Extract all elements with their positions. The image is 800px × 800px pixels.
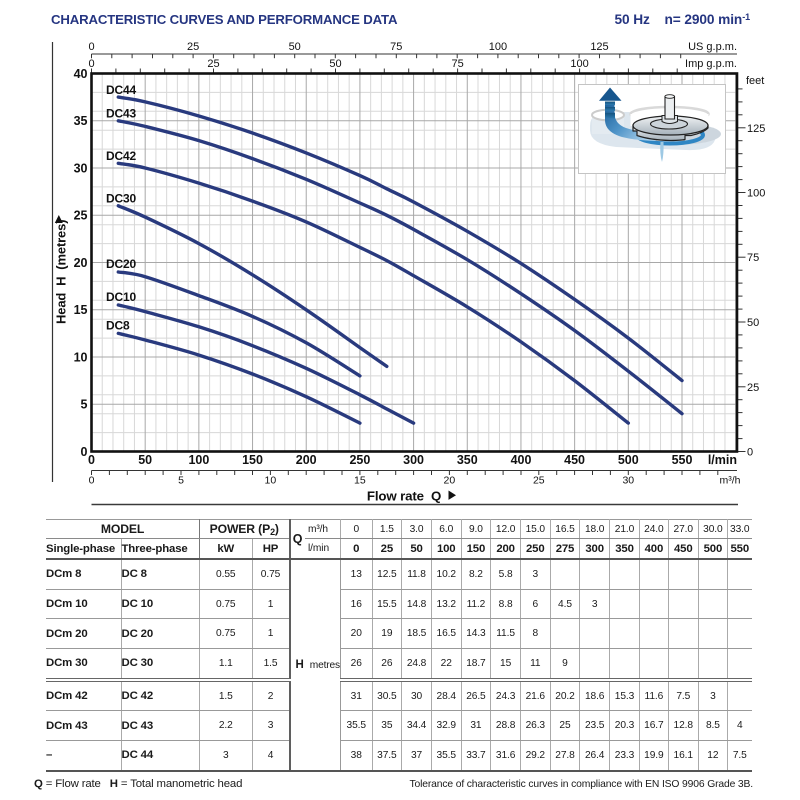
- svg-text:300: 300: [403, 453, 424, 467]
- svg-text:550: 550: [672, 453, 693, 467]
- svg-text:50: 50: [747, 317, 759, 329]
- svg-text:125: 125: [747, 123, 765, 135]
- svg-text:DC44: DC44: [106, 83, 137, 97]
- svg-text:10: 10: [74, 350, 88, 364]
- svg-text:75: 75: [747, 252, 759, 264]
- svg-text:150: 150: [242, 453, 263, 467]
- svg-text:DC42: DC42: [106, 149, 137, 163]
- svg-text:30: 30: [74, 161, 88, 175]
- svg-text:25: 25: [74, 209, 88, 223]
- svg-text:0: 0: [747, 447, 753, 459]
- svg-text:feet: feet: [746, 75, 764, 87]
- svg-text:200: 200: [296, 453, 317, 467]
- svg-text:40: 40: [74, 67, 88, 81]
- svg-text:25: 25: [187, 41, 199, 53]
- svg-text:DC20: DC20: [106, 257, 137, 271]
- svg-text:DC43: DC43: [106, 107, 137, 121]
- svg-text:DC10: DC10: [106, 290, 137, 304]
- svg-text:Head H (metres): Head H (metres): [54, 220, 69, 324]
- svg-text:0: 0: [89, 475, 95, 487]
- svg-text:0: 0: [88, 41, 94, 53]
- svg-text:5: 5: [81, 398, 88, 412]
- svg-text:25: 25: [747, 382, 759, 394]
- svg-text:500: 500: [618, 453, 639, 467]
- svg-text:75: 75: [390, 41, 402, 53]
- svg-text:100: 100: [747, 188, 765, 200]
- svg-text:US g.p.m.: US g.p.m.: [688, 41, 737, 53]
- svg-text:DC8: DC8: [106, 319, 130, 333]
- svg-text:350: 350: [457, 453, 478, 467]
- svg-text:Flow rate Q: Flow rate Q: [367, 489, 441, 504]
- svg-text:10: 10: [265, 475, 277, 487]
- svg-text:0: 0: [81, 445, 88, 459]
- svg-text:0: 0: [88, 58, 94, 70]
- svg-text:30: 30: [622, 475, 634, 487]
- svg-text:DC30: DC30: [106, 192, 137, 206]
- svg-text:25: 25: [533, 475, 545, 487]
- svg-text:5: 5: [178, 475, 184, 487]
- svg-text:15: 15: [74, 303, 88, 317]
- svg-text:15: 15: [354, 475, 366, 487]
- svg-text:20: 20: [74, 256, 88, 270]
- svg-text:100: 100: [188, 453, 209, 467]
- svg-text:l/min: l/min: [708, 453, 737, 467]
- svg-text:50: 50: [329, 58, 341, 70]
- svg-text:400: 400: [511, 453, 532, 467]
- svg-text:250: 250: [349, 453, 370, 467]
- svg-text:35: 35: [74, 114, 88, 128]
- svg-text:100: 100: [570, 58, 588, 70]
- svg-text:20: 20: [444, 475, 456, 487]
- svg-text:m³/h: m³/h: [720, 475, 741, 487]
- svg-text:25: 25: [207, 58, 219, 70]
- svg-text:75: 75: [451, 58, 463, 70]
- svg-text:50: 50: [289, 41, 301, 53]
- svg-text:Imp g.p.m.: Imp g.p.m.: [685, 58, 737, 70]
- svg-text:0: 0: [88, 453, 95, 467]
- svg-text:100: 100: [489, 41, 507, 53]
- svg-text:50: 50: [138, 453, 152, 467]
- svg-text:125: 125: [590, 41, 608, 53]
- svg-text:450: 450: [564, 453, 585, 467]
